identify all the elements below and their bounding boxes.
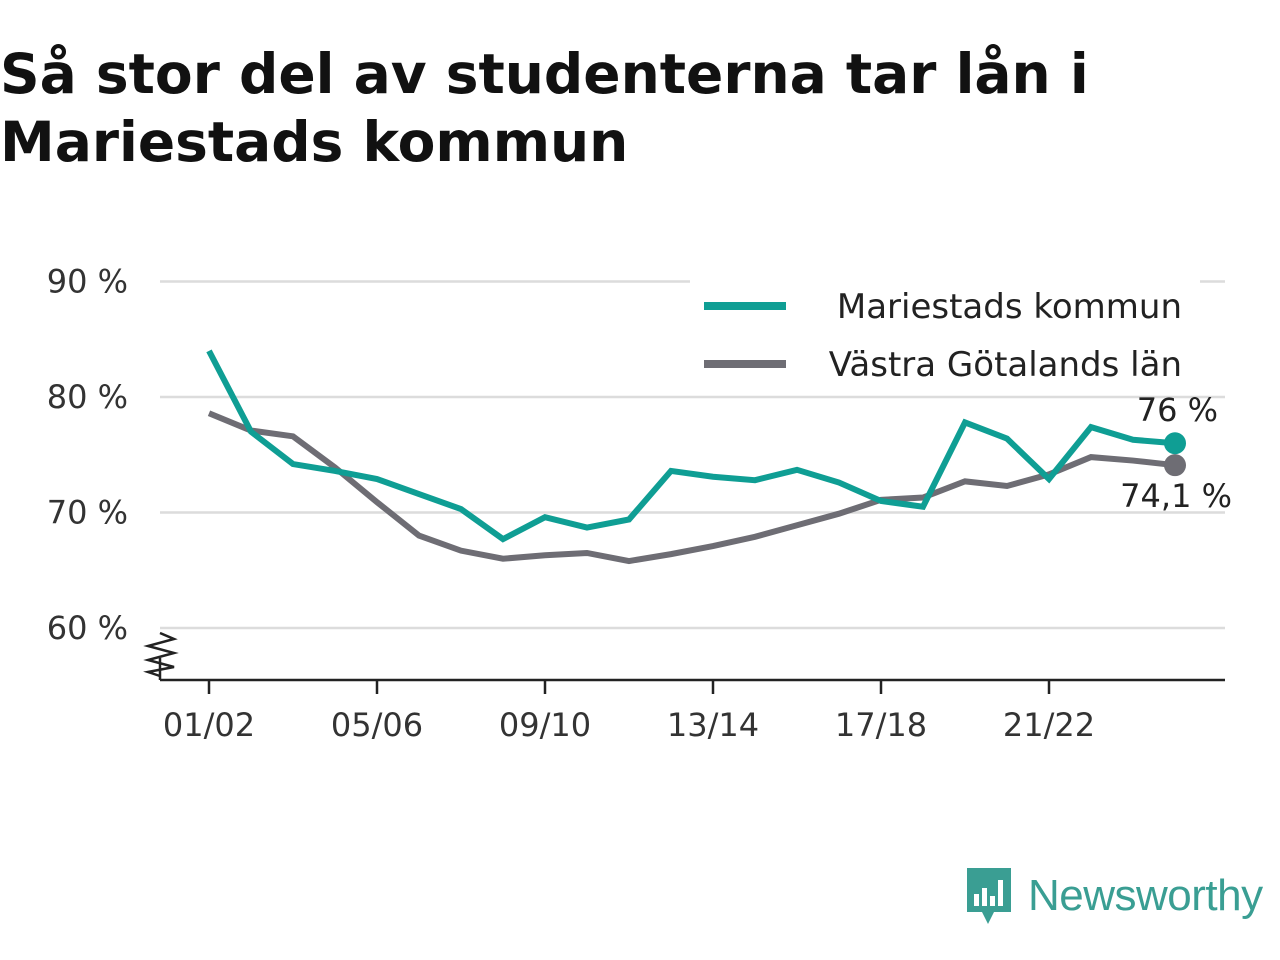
y-tick-label: 70 %: [47, 494, 128, 532]
end-value-label: 76 %: [1137, 391, 1218, 429]
y-tick-label: 90 %: [47, 263, 128, 301]
x-tick-label: 01/02: [163, 706, 255, 744]
series-line-0: [206, 349, 1176, 543]
series-line-1: [207, 410, 1176, 565]
chart-title: Så stor del av studenterna tar lån i Mar…: [0, 42, 1089, 174]
series-end-point-0: [1164, 432, 1186, 455]
x-tick-label: 05/06: [331, 706, 423, 744]
end-labels: 76 % 74,1 %: [1120, 391, 1232, 515]
series-lines: [206, 349, 1186, 565]
legend: Mariestads kommun Västra Götalands län: [690, 278, 1200, 390]
series-end-point-1: [1164, 454, 1186, 477]
y-tick-label: 60 %: [47, 609, 128, 647]
x-tick-label: 09/10: [499, 706, 591, 744]
x-tick-label: 13/14: [667, 706, 759, 744]
x-tick-label: 21/22: [1003, 706, 1095, 744]
axis-break-icon: [143, 631, 179, 678]
axes: 60 % 70 % 80 % 90 % 01/02 05/06 09/10 13/14 17/1…: [47, 263, 1225, 744]
brand-logo: Newsworthy: [964, 866, 1263, 926]
legend-background: [690, 278, 1200, 390]
legend-label: Västra Götalands län: [829, 345, 1182, 385]
newsworthy-logo-icon: [967, 868, 1011, 924]
end-value-label: 74,1 %: [1120, 477, 1232, 515]
brand-name: Newsworthy: [1028, 871, 1263, 920]
x-tick-label: 17/18: [835, 706, 927, 744]
legend-label: Mariestads kommun: [837, 287, 1182, 327]
y-tick-label: 80 %: [47, 378, 128, 416]
